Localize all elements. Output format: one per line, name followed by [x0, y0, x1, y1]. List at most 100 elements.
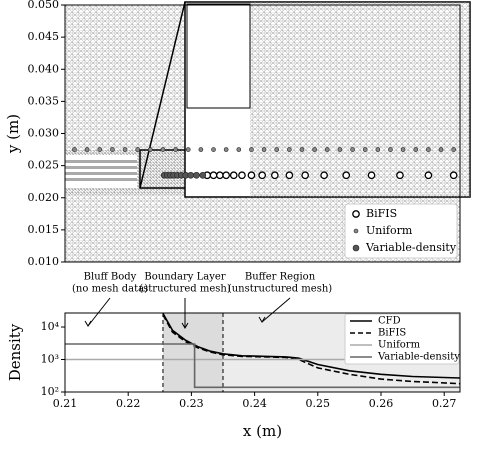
point: [337, 147, 343, 152]
density-panel: 0.21 0.22 0.23 0.24 0.25 0.26 0.27 10² 10³ 10⁴ x (…: [6, 272, 461, 440]
y-tick-label: 0.015: [28, 223, 60, 236]
point: [312, 147, 317, 152]
legend-label: Variable-density: [365, 241, 457, 254]
point: [135, 147, 140, 152]
point: [223, 147, 229, 152]
y-tick-label: 0.020: [28, 191, 60, 204]
y-axis-label: y (m): [4, 114, 22, 154]
x-tick-label: 0.21: [53, 397, 78, 410]
annotation: (no mesh data): [72, 284, 148, 295]
point: [199, 171, 207, 179]
body-stripe: [65, 166, 137, 169]
point: [274, 147, 280, 152]
body-stripe: [65, 178, 137, 181]
arrow-head: [181, 322, 189, 329]
y-tick-label: 0.025: [28, 159, 60, 172]
annotation: (unstructured mesh): [228, 284, 332, 295]
point: [451, 147, 456, 152]
point: [324, 147, 330, 152]
point: [320, 171, 328, 180]
legend-box: [344, 313, 460, 365]
series-line: [162, 314, 461, 385]
point: [211, 147, 216, 152]
point: [396, 171, 404, 180]
arrow-head: [258, 316, 266, 323]
point: [160, 147, 166, 152]
point: [249, 147, 254, 152]
legend-label: BiFIS: [366, 207, 397, 220]
y-tick-label: 0.030: [28, 127, 60, 140]
point: [426, 147, 431, 152]
annotation: Boundary Layer: [144, 272, 225, 283]
y-tick-label: 10³: [41, 353, 59, 366]
point: [362, 147, 368, 152]
inset-mesh: [250, 2, 470, 197]
point: [187, 171, 195, 179]
y-tick-label: 0.040: [28, 62, 60, 75]
point: [258, 171, 267, 180]
annotation-arrow: [87, 297, 111, 327]
inset-body: [186, 3, 251, 109]
point: [342, 171, 351, 180]
annotation: (structured mesh): [139, 284, 231, 295]
annotation: Bluff Body: [84, 272, 137, 283]
point: [285, 171, 294, 180]
y-tick-label: 0.045: [28, 30, 60, 43]
point: [301, 171, 310, 180]
legend-marker: [352, 244, 360, 252]
point: [222, 171, 231, 180]
legend-label: Uniform: [366, 224, 413, 237]
point: [261, 147, 267, 152]
point: [375, 147, 381, 152]
arrow-head: [84, 320, 92, 327]
point: [299, 147, 305, 152]
point: [367, 171, 376, 180]
x-tick-label: 0.27: [432, 397, 457, 410]
y-tick-label: 10²: [41, 385, 59, 398]
point: [350, 147, 355, 152]
legend-label: Variable-density: [377, 352, 460, 363]
point: [97, 147, 103, 152]
body-stripe: [65, 172, 137, 175]
point: [148, 147, 153, 152]
x-tick-label: 0.25: [306, 397, 331, 410]
x-tick-label: 0.24: [242, 397, 267, 410]
point: [449, 171, 458, 180]
point: [215, 171, 224, 180]
x-axis-label: x (m): [243, 422, 282, 440]
point: [388, 147, 393, 152]
annotation-arrow: [261, 297, 291, 323]
point: [110, 147, 115, 152]
series-line: [65, 343, 460, 389]
y-tick-label: 0.010: [28, 255, 60, 268]
legend-label: CFD: [378, 316, 401, 327]
legend-box: [344, 203, 458, 259]
x-tick-label: 0.22: [116, 397, 141, 410]
body-stripe: [65, 160, 137, 163]
point: [198, 147, 204, 152]
y-tick-label: 0.050: [28, 0, 60, 11]
point: [424, 171, 433, 180]
point: [173, 147, 178, 152]
point: [84, 147, 90, 152]
legend-label: BiFIS: [378, 328, 406, 339]
point: [209, 171, 218, 180]
y-tick-label: 10⁴: [41, 320, 60, 333]
point: [72, 147, 77, 152]
point: [238, 171, 246, 180]
point: [270, 171, 279, 180]
point: [413, 147, 419, 152]
legend-marker: [353, 228, 359, 234]
mesh-panel: 0.010 0.015 0.020 0.025 0.030 0.035 0.040 0.045…: [4, 0, 471, 268]
point: [247, 171, 256, 180]
bluff-body: [65, 155, 137, 188]
axes-frame: [64, 312, 461, 393]
legend-marker: [352, 210, 360, 218]
x-tick-label: 0.23: [179, 397, 204, 410]
point: [438, 147, 444, 152]
annotation: Buffer Region: [245, 272, 316, 283]
point: [236, 147, 242, 152]
point: [122, 147, 128, 152]
point: [185, 147, 191, 152]
